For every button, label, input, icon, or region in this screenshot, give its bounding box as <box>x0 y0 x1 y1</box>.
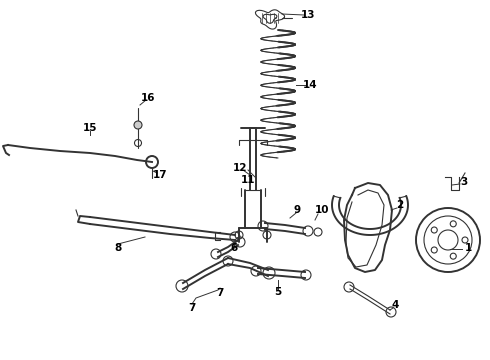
Text: 5: 5 <box>274 287 282 297</box>
Text: 13: 13 <box>301 10 315 20</box>
Text: 4: 4 <box>392 300 399 310</box>
Text: 11: 11 <box>241 175 255 185</box>
Text: 8: 8 <box>114 243 122 253</box>
Text: 3: 3 <box>461 177 467 187</box>
Text: 17: 17 <box>153 170 167 180</box>
Text: 12: 12 <box>233 163 247 173</box>
Text: 2: 2 <box>396 200 404 210</box>
Text: 7: 7 <box>216 288 224 298</box>
Text: 6: 6 <box>230 243 238 253</box>
Circle shape <box>134 121 142 129</box>
Text: 9: 9 <box>294 205 300 215</box>
Text: 10: 10 <box>315 205 329 215</box>
Text: 16: 16 <box>141 93 155 103</box>
Text: 7: 7 <box>188 303 196 313</box>
Text: 15: 15 <box>83 123 97 133</box>
Text: 14: 14 <box>303 80 318 90</box>
Text: 1: 1 <box>465 243 471 253</box>
